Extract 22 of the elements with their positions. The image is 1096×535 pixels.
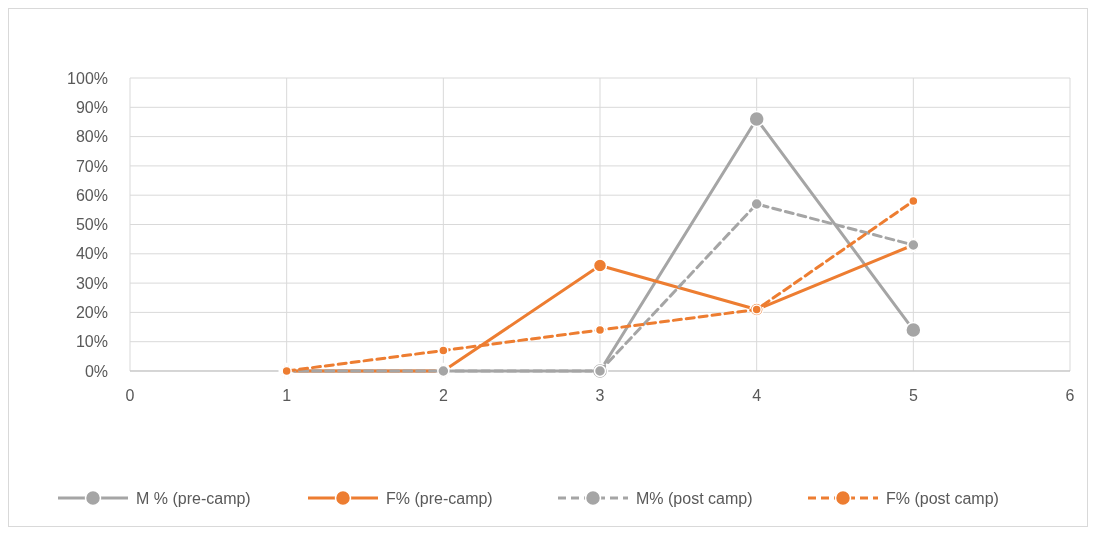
x-tick-label: 3: [595, 387, 605, 404]
y-tick-label: 80%: [75, 128, 108, 146]
x-tick-label: 1: [282, 387, 292, 404]
y-tick-label: 0%: [84, 362, 108, 380]
x-tick-label: 2: [438, 387, 448, 404]
y-tick-label: 30%: [75, 274, 108, 292]
y-tick-label: 50%: [75, 216, 108, 234]
y-tick-label: 60%: [75, 186, 108, 204]
legend-label: F% (pre-camp): [386, 489, 493, 507]
x-tick-label: 4: [752, 387, 762, 404]
y-tick-label: 90%: [75, 98, 108, 116]
y-tick-label: 20%: [75, 304, 108, 321]
legend-label: M % (pre-camp): [136, 489, 251, 507]
x-tick-label: 6: [1065, 387, 1075, 404]
legend-label: F% (post camp): [886, 489, 999, 507]
y-tick-label: 100%: [67, 69, 108, 87]
y-tick-label: 40%: [75, 245, 108, 263]
y-tick-label: 10%: [75, 333, 108, 351]
y-tick-label: 70%: [75, 157, 108, 175]
x-tick-label: 5: [908, 387, 918, 404]
x-tick-label: 0: [125, 387, 135, 404]
legend-label: M% (post camp): [636, 489, 753, 507]
